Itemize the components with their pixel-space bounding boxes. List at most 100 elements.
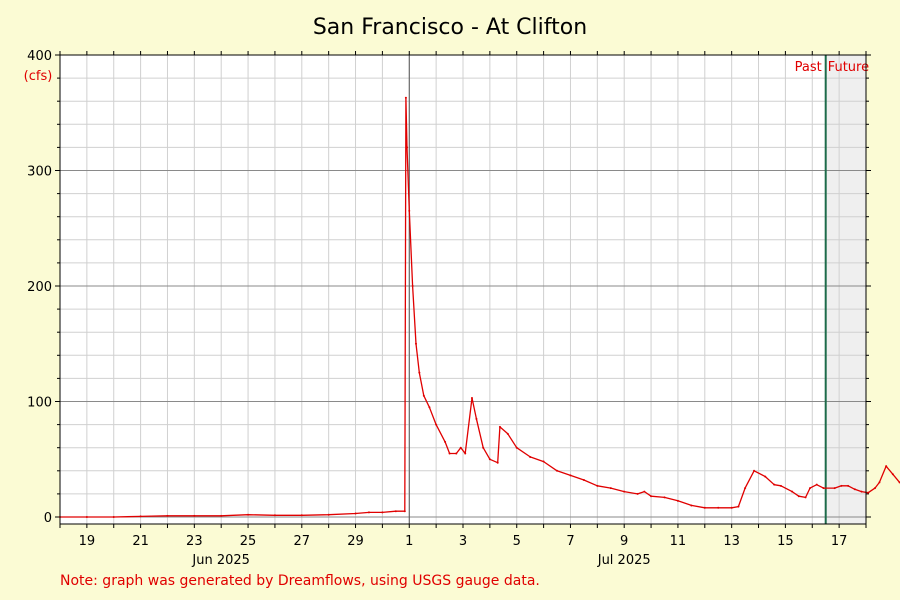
flow-data-point — [860, 490, 863, 493]
x-tick-label: 9 — [620, 534, 628, 549]
flow-data-point — [833, 487, 836, 490]
x-month-label: Jul 2025 — [597, 553, 651, 568]
flow-data-point — [730, 506, 733, 509]
flow-data-point — [464, 452, 467, 455]
flow-data-point — [300, 514, 303, 517]
x-tick-label: 29 — [347, 534, 364, 549]
flow-data-point — [773, 483, 776, 486]
flow-data-point — [804, 496, 807, 499]
flow-data-point — [220, 514, 223, 517]
flow-data-point — [690, 504, 693, 507]
x-tick-label: 1 — [405, 534, 413, 549]
footnote: Note: graph was generated by Dreamflows,… — [60, 573, 540, 589]
y-tick-label: 300 — [27, 165, 52, 180]
flow-data-point — [878, 481, 881, 484]
y-tick-label: 200 — [27, 280, 52, 295]
y-axis-unit: (cfs) — [24, 69, 53, 84]
x-tick-label: 21 — [132, 534, 149, 549]
flow-data-point — [840, 484, 843, 487]
y-tick-label: 400 — [27, 49, 52, 64]
flow-data-point — [609, 487, 612, 490]
flow-data-point — [582, 479, 585, 482]
flow-data-point — [408, 209, 411, 212]
flow-data-point — [809, 487, 812, 490]
flow-data-point — [867, 491, 870, 494]
flow-data-point — [515, 446, 518, 449]
y-tick-label: 0 — [44, 511, 52, 526]
flow-data-point — [139, 515, 142, 518]
flow-data-point — [85, 516, 88, 518]
flow-data-point — [676, 499, 679, 502]
flow-data-point — [663, 496, 666, 499]
flow-data-point — [853, 488, 856, 491]
flow-data-point — [815, 483, 818, 486]
plot-frame — [59, 54, 867, 525]
x-tick-label: 15 — [777, 534, 794, 549]
flow-data-point — [459, 446, 462, 449]
flow-data-point — [470, 397, 473, 400]
future-label: Future — [828, 60, 869, 75]
flow-data-point — [403, 510, 406, 513]
x-tick-label: 19 — [79, 534, 96, 549]
flow-data-point — [273, 514, 276, 517]
flow-data-point — [488, 458, 491, 461]
flow-data-point — [444, 440, 447, 443]
flow-data-point — [482, 446, 485, 449]
x-month-label: Jun 2025 — [191, 553, 250, 568]
flow-data-point — [327, 513, 330, 516]
x-tick-label: 17 — [831, 534, 848, 549]
flow-data-point — [650, 495, 653, 498]
flow-data-point — [247, 513, 250, 516]
flow-data-point — [703, 506, 706, 509]
x-tick-label: 23 — [186, 534, 203, 549]
flow-data-point — [542, 460, 545, 463]
flow-data-point — [636, 492, 639, 495]
x-tick-label: 11 — [670, 534, 687, 549]
flow-data-point — [354, 512, 357, 515]
flow-data-point — [418, 371, 421, 374]
flow-data-point — [381, 511, 384, 514]
flow-data-point — [744, 487, 747, 490]
flow-data-point — [779, 484, 782, 487]
chart-title: San Francisco - At Clifton — [313, 15, 587, 40]
flow-data-point — [529, 455, 532, 458]
flow-data-point — [422, 394, 425, 397]
y-tick-label: 100 — [27, 396, 52, 411]
flow-data-point — [406, 146, 409, 149]
flow-data-point — [753, 469, 756, 472]
flow-data-point — [193, 514, 196, 517]
flow-data-point — [764, 475, 767, 478]
flow-data-point — [506, 432, 509, 435]
flow-data-point — [623, 490, 626, 493]
flow-data-point — [414, 342, 417, 345]
flow-data-point — [455, 452, 458, 455]
flow-data-point — [791, 490, 794, 493]
flow-data-point — [112, 516, 115, 518]
flow-data-point — [717, 506, 720, 509]
flow-data-point — [797, 495, 800, 498]
flow-data-point — [596, 484, 599, 487]
flow-data-point — [737, 505, 740, 508]
flow-data-point — [475, 417, 478, 420]
past-label: Past — [795, 60, 822, 75]
flow-data-point — [448, 452, 451, 455]
flow-data-point — [404, 96, 407, 99]
flow-data-point — [394, 510, 397, 513]
future-region — [825, 55, 866, 524]
flow-data-point — [496, 461, 499, 464]
x-tick-label: 5 — [513, 534, 521, 549]
x-tick-label: 25 — [240, 534, 257, 549]
flow-data-point — [166, 514, 169, 517]
flow-data-point — [435, 423, 438, 426]
flow-data-point — [847, 484, 850, 487]
flow-data-point — [643, 490, 646, 493]
flow-data-point — [556, 469, 559, 472]
x-tick-label: 7 — [566, 534, 574, 549]
flow-data-point — [428, 406, 431, 409]
flow-data-point — [822, 487, 825, 490]
flow-data-point — [569, 474, 572, 477]
flow-data-point — [885, 465, 888, 468]
x-tick-label: 27 — [294, 534, 311, 549]
flow-data-point — [873, 487, 876, 490]
